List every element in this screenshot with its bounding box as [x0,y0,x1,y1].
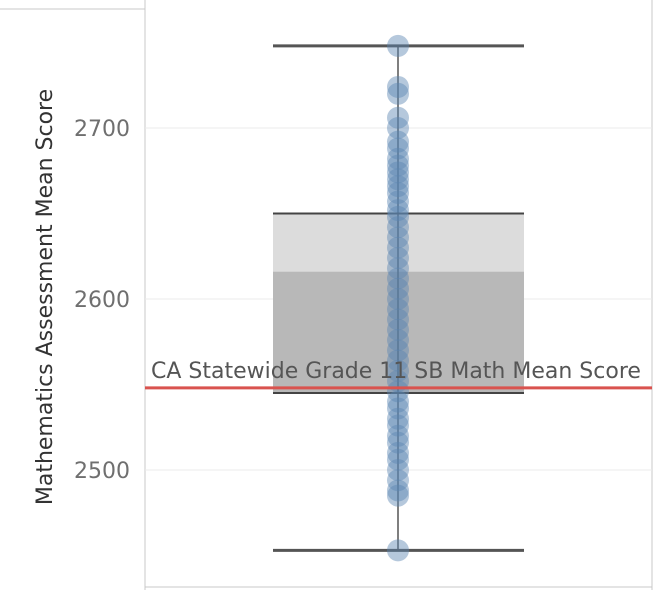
data-point-10 [387,168,409,191]
data-point-26 [387,318,409,341]
data-point-38 [387,431,409,454]
data-point-28 [387,339,409,362]
reference-line-label: CA Statewide Grade 11 SB Math Mean Score [151,359,641,384]
data-point-24 [387,298,409,321]
y-tick-2500: 2500 [74,459,130,484]
data-point-44 [387,484,409,507]
data-point-20 [387,257,409,280]
data-point-30 [387,359,409,382]
data-point-8 [387,154,409,177]
data-point-9 [387,161,409,184]
data-point-3 [387,106,409,129]
data-point-33 [387,390,409,413]
data-point-25 [387,308,409,331]
y-axis-ticks: 2500 2600 2700 [74,117,130,484]
data-point-37 [387,424,409,447]
data-point-21 [387,267,409,290]
box-and-whiskers [273,44,524,552]
data-point-18 [387,236,409,259]
data-point-42 [387,469,409,492]
data-point-16 [387,216,409,239]
data-point-41 [387,459,409,481]
data-point-17 [387,226,409,249]
data-point-2 [387,82,409,105]
data-point-32 [387,380,409,403]
data-point-19 [387,246,409,269]
data-point-12 [387,181,409,204]
data-point-0 [387,34,409,57]
data-point-36 [387,414,409,437]
data-point-34 [387,397,409,420]
data-point-7 [387,147,409,170]
reference-line-group: CA Statewide Grade 11 SB Math Mean Score [145,359,652,390]
data-point-1 [387,75,409,98]
y-tick-2700: 2700 [74,117,130,142]
data-point-45 [387,539,409,562]
data-point-13 [387,190,409,213]
data-point-40 [387,448,409,471]
data-point-27 [387,329,409,352]
data-point-4 [387,117,409,139]
data-point-5 [387,130,409,153]
y-axis-label: Mathematics Assessment Mean Score [33,89,58,505]
data-point-39 [387,441,409,464]
data-point-29 [387,349,409,372]
data-point-6 [387,137,409,160]
data-point-15 [387,205,409,228]
y-tick-2600: 2600 [74,288,130,313]
data-point-23 [387,288,409,310]
data-points [387,34,409,562]
data-point-22 [387,277,409,300]
data-point-14 [387,199,409,222]
frame [0,0,653,590]
data-point-43 [387,479,409,502]
data-point-11 [387,175,409,198]
data-point-35 [387,407,409,430]
